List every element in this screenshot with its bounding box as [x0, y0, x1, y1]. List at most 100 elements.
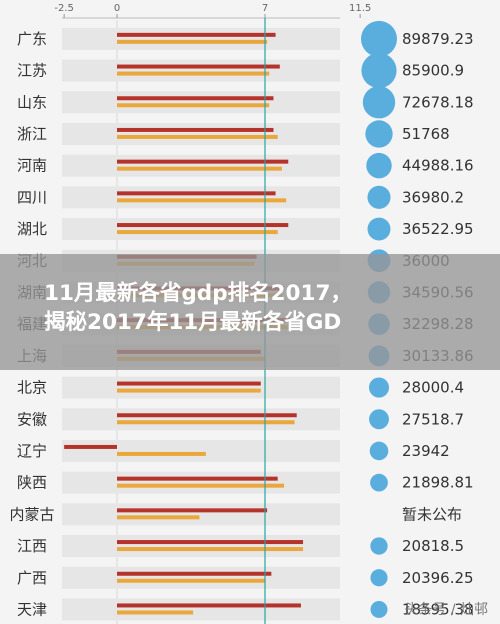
gdp-bubble: [361, 52, 397, 89]
bar-series-1: [117, 476, 278, 481]
bar-series-2: [117, 71, 270, 76]
gdp-value-label: 21898.81: [402, 474, 474, 492]
gdp-bubble: [365, 120, 393, 148]
gdp-bubble: [369, 409, 389, 430]
bar-series-2: [117, 451, 206, 456]
gdp-value-label: 36980.2: [402, 188, 464, 206]
province-label: 四川: [17, 188, 47, 206]
gdp-value-label: 36522.95: [402, 220, 474, 238]
row-stripe: [62, 376, 340, 399]
x-tick-label: 11.5: [349, 3, 371, 14]
province-label: 内蒙古: [9, 505, 54, 523]
x-tick-label: 0: [114, 3, 120, 14]
bar-series-1: [117, 32, 276, 37]
bar-series-2: [117, 230, 278, 235]
gdp-value-label: 18595.38: [402, 600, 474, 618]
gdp-value-label: 51768: [402, 125, 450, 143]
gdp-value-label: 27518.7: [402, 410, 464, 428]
bar-series-2: [117, 103, 270, 108]
row-stripe: [62, 503, 340, 526]
row-stripe: [62, 27, 340, 50]
gdp-value-label: 28000.4: [402, 379, 464, 397]
bar-series-1: [117, 159, 289, 164]
bar-series-1: [117, 603, 301, 608]
chart-row: 山东 72678.18: [17, 86, 474, 119]
bar-series-2: [117, 483, 285, 488]
gdp-bubble: [370, 600, 388, 618]
province-label: 广东: [17, 30, 47, 48]
gdp-bubble: [362, 86, 396, 119]
chart-row: 北京 28000.4: [17, 376, 464, 399]
bar-series-2: [117, 134, 278, 139]
row-stripe: [62, 598, 340, 621]
bar-series-1: [117, 127, 274, 132]
gdp-bubble: [368, 377, 390, 398]
gdp-value-label: 85900.9: [402, 62, 464, 80]
bar-series-1: [64, 444, 117, 449]
bar-series-1: [117, 381, 261, 386]
row-stripe: [62, 154, 340, 177]
bar-series-2: [117, 547, 304, 552]
gdp-bubble: [367, 217, 391, 241]
gdp-value-label: 20396.25: [402, 569, 474, 587]
bar-series-2: [117, 610, 194, 615]
row-stripe: [62, 439, 340, 462]
bar-series-1: [117, 508, 268, 513]
bar-series-1: [117, 191, 276, 196]
bar-series-2: [117, 39, 268, 44]
province-label: 广西: [17, 569, 47, 587]
gdp-value-label: 23942: [402, 442, 450, 460]
row-stripe: [62, 91, 340, 114]
x-tick-label: -2.5: [54, 3, 74, 14]
bar-series-1: [117, 96, 274, 101]
province-label: 江西: [17, 537, 47, 555]
province-label: 北京: [17, 379, 47, 397]
bar-series-2: [117, 420, 295, 425]
chart-row: 安徽 27518.7: [17, 408, 464, 431]
province-label: 陕西: [17, 474, 47, 492]
chart-row: 广东 89879.23: [17, 20, 474, 57]
gdp-value-label: 20818.5: [402, 537, 464, 555]
row-stripe: [62, 408, 340, 431]
overlay-line-2: 揭秘2017年11月最新各省GD: [44, 310, 342, 335]
bar-series-2: [117, 515, 200, 520]
gdp-bubble: [370, 537, 388, 555]
province-label: 浙江: [17, 125, 47, 143]
chart-row: 广西 20396.25: [17, 566, 474, 589]
row-stripe: [62, 535, 340, 558]
bar-series-1: [117, 223, 289, 228]
province-label: 江苏: [17, 62, 47, 80]
province-label: 河南: [17, 157, 47, 175]
gdp-bubble: [370, 569, 388, 587]
gdp-bubble: [366, 152, 392, 179]
bar-series-2: [117, 578, 265, 583]
chart-row: 内蒙古 暂未公布: [9, 503, 462, 526]
chart-row: 江西 20818.5: [17, 535, 464, 558]
row-stripe: [62, 471, 340, 494]
bar-series-1: [117, 64, 280, 69]
bar-series-2: [117, 198, 287, 203]
province-label: 天津: [17, 600, 47, 618]
row-stripe: [62, 186, 340, 209]
gdp-value-label: 暂未公布: [402, 505, 462, 523]
gdp-value-label: 44988.16: [402, 157, 474, 175]
title-overlay: 11月最新各省gdp排名2017， 揭秘2017年11月最新各省GD: [0, 254, 500, 370]
province-label: 安徽: [17, 410, 47, 428]
row-stripe: [62, 218, 340, 241]
gdp-value-label: 89879.23: [402, 30, 474, 48]
bar-series-1: [117, 413, 297, 418]
gdp-bubble: [367, 185, 391, 209]
province-label: 辽宁: [17, 442, 47, 460]
gdp-bubble: [369, 441, 389, 461]
province-label: 湖北: [17, 220, 47, 238]
chart-row: 河南 44988.16: [17, 152, 474, 179]
chart-row: 天津 18595.38: [17, 598, 474, 621]
gdp-value-label: 72678.18: [402, 93, 474, 111]
overlay-line-1: 11月最新各省gdp排名2017，: [44, 281, 352, 306]
row-stripe: [62, 59, 340, 82]
row-stripe: [62, 122, 340, 145]
chart-row: 陕西 21898.81: [17, 471, 474, 494]
chart-row: 江苏 85900.9: [17, 52, 464, 89]
chart-row: 湖北 36522.95: [17, 217, 474, 241]
chart-row: 浙江 51768: [17, 120, 450, 148]
